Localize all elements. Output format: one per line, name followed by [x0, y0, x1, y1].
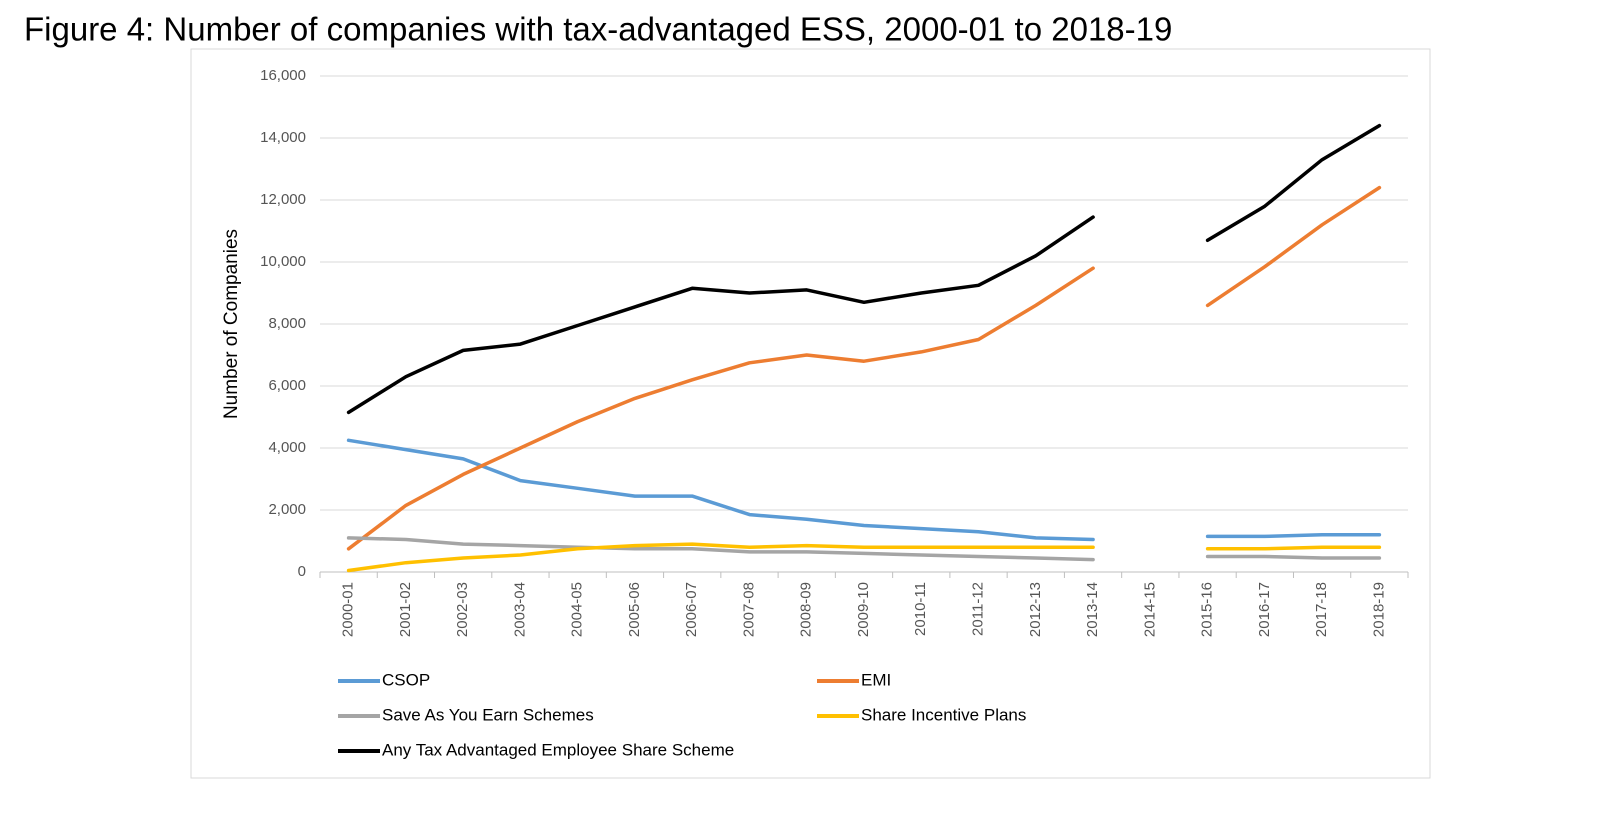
chart-frame [190, 48, 1431, 779]
x-tick-label: 2008-09 [798, 582, 815, 637]
x-tick-label: 2016-17 [1256, 582, 1273, 637]
y-tick-label: 10,000 [260, 253, 306, 270]
y-tick-label: 16,000 [260, 67, 306, 84]
x-tick-label: 2009-10 [855, 582, 872, 637]
y-axis-title: Number of Companies [221, 229, 242, 419]
x-tick-label: 2010-11 [912, 582, 929, 636]
series-line [346, 185, 1382, 551]
series-line [346, 536, 1382, 562]
series-line [346, 123, 1382, 415]
y-tick-label: 2,000 [268, 501, 306, 518]
y-tick-label: 0 [298, 563, 306, 580]
x-tick-label: 2013-14 [1084, 582, 1101, 637]
y-tick-label: 6,000 [268, 377, 306, 394]
x-tick-label: 2003-04 [511, 582, 528, 637]
legend-label: Share Incentive Plans [861, 705, 1026, 724]
x-tick-label: 2000-01 [340, 582, 357, 637]
series-line [346, 542, 1382, 573]
x-tick-label: 2018-19 [1370, 582, 1387, 637]
y-tick-label: 12,000 [260, 191, 306, 208]
y-tick-label: 14,000 [260, 129, 306, 146]
x-tick-label: 2005-06 [626, 582, 643, 637]
legend-label: Save As You Earn Schemes [382, 705, 594, 724]
x-tick-label: 2002-03 [454, 582, 471, 637]
series-line [346, 438, 1382, 542]
x-tick-label: 2017-18 [1313, 582, 1330, 637]
x-tick-label: 2014-15 [1141, 582, 1158, 637]
x-tick-label: 2004-05 [569, 582, 586, 637]
y-tick-label: 4,000 [268, 439, 306, 456]
x-tick-label: 2012-13 [1027, 582, 1044, 637]
x-tick-label: 2001-02 [397, 582, 414, 637]
x-tick-label: 2007-08 [740, 582, 757, 637]
y-tick-label: 8,000 [268, 315, 306, 332]
chart-title: Figure 4: Number of companies with tax-a… [24, 11, 1172, 48]
legend-label: Any Tax Advantaged Employee Share Scheme [382, 740, 734, 759]
legend-label: EMI [861, 670, 891, 689]
x-tick-label: 2006-07 [683, 582, 700, 637]
x-tick-label: 2015-16 [1199, 582, 1216, 637]
legend-label: CSOP [382, 670, 430, 689]
x-tick-label: 2011-12 [969, 582, 986, 636]
